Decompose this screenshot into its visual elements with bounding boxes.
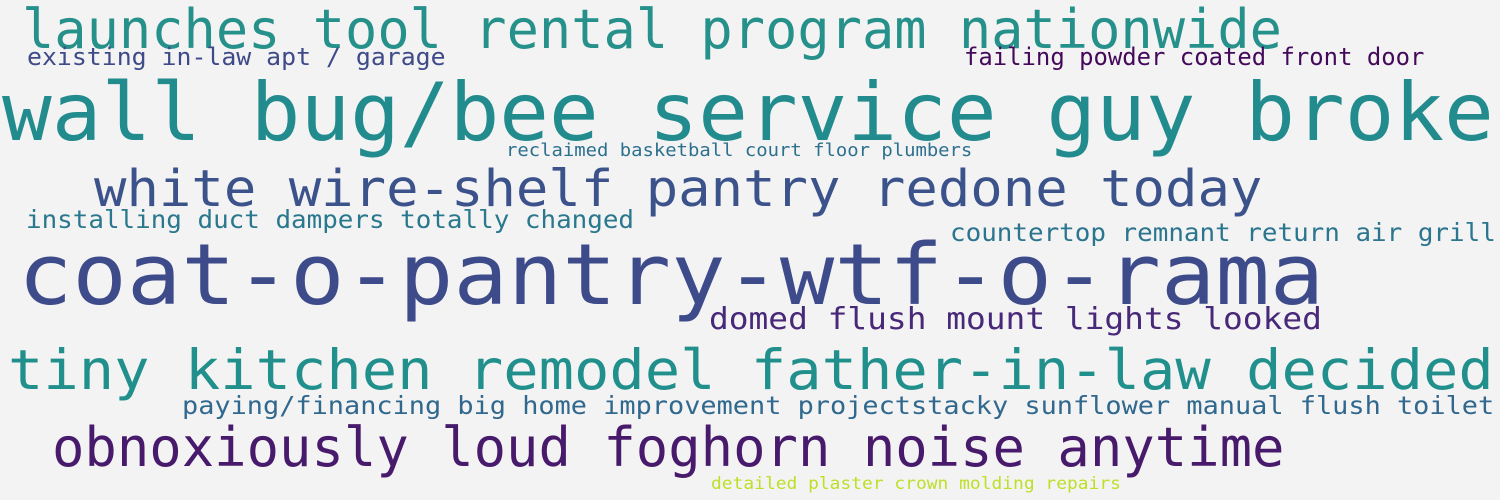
word-detailed-plaster: detailed plaster crown molding repairs [711,474,1121,494]
word-wall-bug-bee: wall bug/bee service guy broke [2,66,1494,159]
word-reclaimed-basketball: reclaimed basketball court floor plumber… [506,140,973,161]
word-coat-o-pantry: coat-o-pantry-wtf-o-rama [18,226,1325,325]
word-countertop-remnant: countertop remnant return air grill [950,218,1496,247]
word-paying-financing: paying/financing big home improvement pr… [182,391,1495,420]
word-obnoxiously-loud: obnoxiously loud foghorn noise anytime [52,416,1285,479]
word-installing-duct-dampers: installing duct dampers totally changed [26,205,635,234]
word-domed-flush-mount: domed flush mount lights looked [709,302,1322,337]
word-launches-tool-rental: launches tool rental program nationwide [22,0,1282,61]
word-existing-in-law-apt: existing in-law apt / garage [27,43,446,71]
word-white-wire-shelf: white wire-shelf pantry redone today [94,160,1263,219]
word-failing-powder-coated: failing powder coated front door [964,43,1425,71]
word-tiny-kitchen-remodel: tiny kitchen remodel father-in-law decid… [8,338,1494,402]
